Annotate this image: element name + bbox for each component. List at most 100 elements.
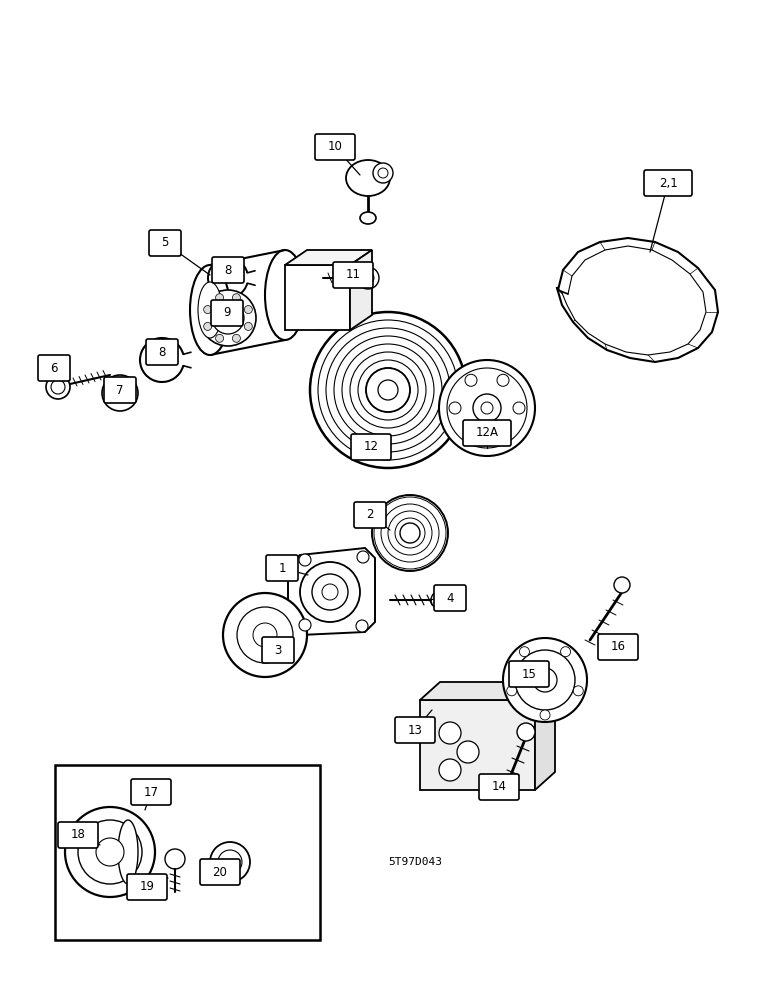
- Circle shape: [244, 322, 252, 330]
- Polygon shape: [285, 250, 372, 265]
- Text: 19: 19: [140, 880, 154, 894]
- Text: 2,1: 2,1: [659, 176, 677, 190]
- Bar: [420, 700, 535, 790]
- Text: 14: 14: [492, 780, 506, 794]
- Circle shape: [465, 374, 477, 386]
- Text: 8: 8: [225, 263, 232, 276]
- Text: 16: 16: [611, 641, 625, 654]
- Circle shape: [497, 374, 509, 386]
- Circle shape: [222, 312, 234, 324]
- Circle shape: [111, 384, 129, 402]
- Circle shape: [517, 723, 535, 741]
- Circle shape: [400, 523, 420, 543]
- Circle shape: [395, 518, 425, 548]
- FancyBboxPatch shape: [479, 774, 519, 800]
- Circle shape: [503, 638, 587, 722]
- Circle shape: [439, 722, 461, 744]
- Polygon shape: [420, 682, 555, 700]
- Text: 12: 12: [364, 440, 378, 454]
- Circle shape: [78, 820, 142, 884]
- Text: 1: 1: [278, 562, 286, 574]
- FancyBboxPatch shape: [262, 637, 294, 663]
- FancyBboxPatch shape: [509, 661, 549, 687]
- Circle shape: [212, 302, 244, 334]
- Circle shape: [342, 344, 434, 436]
- Circle shape: [102, 375, 138, 411]
- FancyBboxPatch shape: [104, 377, 136, 403]
- Circle shape: [439, 759, 461, 781]
- FancyBboxPatch shape: [395, 717, 435, 743]
- Text: 13: 13: [408, 724, 422, 736]
- Circle shape: [431, 591, 449, 609]
- Circle shape: [402, 525, 418, 541]
- Bar: [285, 265, 350, 330]
- FancyBboxPatch shape: [149, 230, 181, 256]
- Circle shape: [457, 741, 479, 763]
- Polygon shape: [288, 548, 375, 635]
- Text: 3: 3: [274, 644, 282, 656]
- Ellipse shape: [360, 212, 376, 224]
- Circle shape: [362, 272, 374, 284]
- Text: 4: 4: [446, 591, 454, 604]
- Text: 10: 10: [327, 140, 343, 153]
- Circle shape: [373, 163, 393, 183]
- Polygon shape: [535, 682, 555, 790]
- Circle shape: [318, 320, 458, 460]
- Circle shape: [96, 838, 124, 866]
- Circle shape: [388, 511, 432, 555]
- Circle shape: [533, 668, 557, 692]
- FancyBboxPatch shape: [315, 134, 355, 160]
- Circle shape: [449, 402, 461, 414]
- Circle shape: [65, 807, 155, 897]
- FancyBboxPatch shape: [598, 634, 638, 660]
- Text: 2: 2: [366, 508, 374, 522]
- Circle shape: [210, 842, 250, 882]
- Ellipse shape: [190, 265, 230, 355]
- Circle shape: [366, 368, 410, 412]
- Circle shape: [497, 430, 509, 442]
- Text: 18: 18: [70, 828, 86, 842]
- FancyBboxPatch shape: [146, 339, 178, 365]
- Circle shape: [358, 360, 418, 420]
- Ellipse shape: [198, 282, 222, 338]
- Circle shape: [334, 336, 442, 444]
- Circle shape: [204, 306, 212, 314]
- Circle shape: [574, 686, 584, 696]
- Circle shape: [356, 620, 368, 632]
- FancyBboxPatch shape: [333, 262, 373, 288]
- Text: 8: 8: [158, 346, 166, 359]
- Circle shape: [223, 593, 307, 677]
- Circle shape: [326, 328, 450, 452]
- FancyBboxPatch shape: [351, 434, 391, 460]
- Circle shape: [312, 574, 348, 610]
- Circle shape: [310, 312, 466, 468]
- Circle shape: [200, 290, 256, 346]
- Ellipse shape: [265, 250, 305, 340]
- Text: 5: 5: [161, 236, 169, 249]
- Circle shape: [357, 267, 379, 289]
- Ellipse shape: [118, 820, 138, 884]
- Circle shape: [46, 375, 70, 399]
- Text: 7: 7: [117, 383, 124, 396]
- Circle shape: [299, 554, 311, 566]
- Circle shape: [165, 849, 185, 869]
- FancyBboxPatch shape: [434, 585, 466, 611]
- Circle shape: [481, 402, 493, 414]
- Circle shape: [237, 607, 293, 663]
- Circle shape: [374, 497, 446, 569]
- Circle shape: [513, 402, 525, 414]
- Circle shape: [253, 623, 277, 647]
- Circle shape: [378, 380, 398, 400]
- Circle shape: [447, 368, 527, 448]
- Circle shape: [204, 322, 212, 330]
- FancyBboxPatch shape: [212, 257, 244, 283]
- FancyBboxPatch shape: [38, 355, 70, 381]
- Circle shape: [515, 650, 575, 710]
- Circle shape: [366, 368, 410, 412]
- Text: 12A: 12A: [476, 426, 499, 440]
- Circle shape: [378, 168, 388, 178]
- Circle shape: [322, 584, 338, 600]
- FancyBboxPatch shape: [131, 779, 171, 805]
- FancyBboxPatch shape: [127, 874, 167, 900]
- Circle shape: [215, 334, 224, 342]
